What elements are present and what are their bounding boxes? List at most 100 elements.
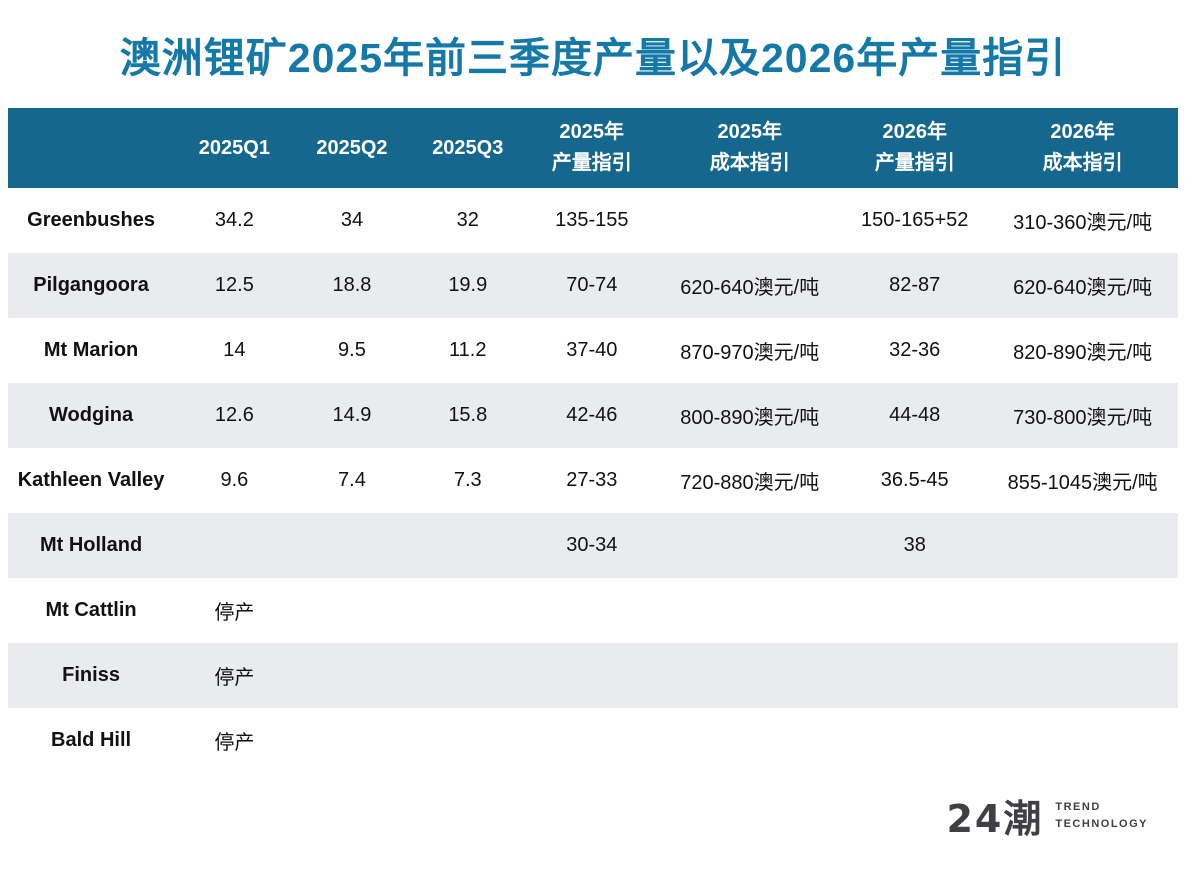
table-cell (657, 643, 842, 708)
table-row: Mt Holland 30-34 38 (8, 513, 1178, 578)
mine-name-label: Greenbushes (27, 209, 155, 231)
table-cell: 停产 (214, 667, 255, 689)
table-cell: 14.9 (332, 404, 372, 426)
header-line: 2026年 (1050, 121, 1115, 143)
table-cell (409, 643, 526, 708)
table-cell: 800-890澳元/吨 (680, 407, 820, 429)
header-line: 2025Q2 (316, 136, 388, 159)
table-cell (987, 643, 1178, 708)
table-cell: 14 (223, 339, 246, 361)
table-row: Mt Marion 14 9.5 11.2 37-40 870-970澳元/吨 … (8, 318, 1178, 383)
mine-name-label: Wodgina (49, 404, 134, 426)
header-line: 2025年 (559, 121, 625, 143)
table-header-row: 2025Q1 2025Q2 2025Q3 2025年 产量指引 2025年 (8, 108, 1178, 188)
column-header-mine (8, 108, 175, 188)
table-cell (657, 188, 842, 253)
table-cell (295, 643, 410, 708)
table-cell: 870-970澳元/吨 (680, 342, 820, 364)
mine-name-label: Kathleen Valley (17, 469, 165, 491)
table-cell: 停产 (214, 602, 255, 624)
table-cell: 19.9 (448, 274, 488, 296)
table-cell (295, 578, 410, 643)
table-cell: 70-74 (566, 274, 618, 296)
table-cell: 36.5-45 (880, 469, 949, 491)
table-cell: 停产 (214, 732, 255, 754)
table-cell: 82-87 (889, 274, 941, 296)
table-cell: 9.6 (220, 469, 249, 491)
footer-logo: 24潮 TREND TECHNOLOGY (946, 788, 1148, 843)
table-row: Mt Cattlin 停产 (8, 578, 1178, 643)
header-line: 产量指引 (551, 152, 632, 174)
header-line: 2025年 (717, 121, 782, 143)
table-row: Finiss 停产 (8, 643, 1178, 708)
table-cell (295, 708, 410, 773)
column-header-2025q1: 2025Q1 (174, 108, 295, 188)
table-cell (409, 513, 526, 578)
table-cell (987, 708, 1178, 773)
table-cell: 7.4 (338, 469, 366, 491)
table-cell: 15.8 (448, 404, 488, 426)
table-cell (526, 643, 657, 708)
table-row: Pilgangoora 12.5 18.8 19.9 70-74 620-640… (8, 253, 1178, 318)
table-cell: 730-800澳元/吨 (1013, 407, 1153, 429)
table-cell: 11.2 (449, 339, 487, 361)
table-cell (657, 513, 842, 578)
mine-name-label: Mt Marion (43, 339, 139, 361)
header-line: 2025Q3 (432, 136, 504, 159)
production-table: 2025Q1 2025Q2 2025Q3 2025年 产量指引 2025年 (8, 108, 1178, 773)
table-cell: 7.3 (453, 469, 482, 491)
mine-name-label: Mt Holland (39, 534, 143, 556)
table-cell: 44-48 (889, 404, 941, 426)
table-cell (526, 578, 657, 643)
column-header-2026-production-guidance: 2026年 产量指引 (842, 108, 988, 188)
table-cell: 9.5 (338, 339, 366, 361)
table-cell: 135-155 (555, 209, 629, 231)
tagline-line: TECHNOLOGY (1055, 817, 1148, 830)
brand-logo: 24潮 (946, 797, 1044, 841)
table-cell: 30-34 (566, 534, 618, 556)
table-row: Wodgina 12.6 14.9 15.8 42-46 800-890澳元/吨… (8, 383, 1178, 448)
column-header-2025q3: 2025Q3 (409, 108, 527, 188)
table-cell: 32-36 (889, 339, 941, 361)
table-cell (987, 578, 1178, 643)
table-cell: 12.6 (214, 404, 254, 426)
table-cell (987, 513, 1178, 578)
table-cell: 820-890澳元/吨 (1013, 342, 1153, 364)
mine-name-label: Bald Hill (51, 729, 132, 751)
table-cell (657, 708, 842, 773)
table-cell: 38 (903, 534, 926, 556)
table-cell: 37-40 (566, 339, 618, 361)
table-cell (526, 708, 657, 773)
tagline-line: TREND (1055, 801, 1101, 813)
table-cell: 150-165+52 (861, 209, 969, 231)
table-cell (657, 578, 842, 643)
header-line: 2025Q1 (198, 136, 270, 159)
column-header-2025q2: 2025Q2 (294, 108, 410, 188)
table-cell: 720-880澳元/吨 (680, 472, 820, 494)
table-cell: 42-46 (566, 404, 618, 426)
table-cell (842, 708, 987, 773)
column-header-2025-cost-guidance: 2025年 成本指引 (657, 108, 843, 188)
header-line: 2026年 (882, 121, 947, 143)
table-cell (174, 513, 295, 578)
table-cell: 18.8 (332, 274, 372, 296)
mine-name-label: Pilgangoora (33, 274, 149, 296)
table-row: Bald Hill 停产 (8, 708, 1178, 773)
table-cell (842, 643, 987, 708)
table-cell: 12.5 (214, 274, 254, 296)
column-header-2026-cost-guidance: 2026年 成本指引 (987, 108, 1178, 188)
table-cell (295, 513, 410, 578)
mine-name-label: Finiss (62, 664, 120, 686)
brand-tagline: TREND TECHNOLOGY (1055, 799, 1148, 832)
table-cell: 27-33 (566, 469, 618, 491)
column-header-2025-production-guidance: 2025年 产量指引 (526, 108, 658, 188)
table-cell (842, 578, 987, 643)
header-line: 产量指引 (874, 152, 955, 174)
mine-name-label: Mt Cattlin (45, 599, 137, 621)
table-cell: 310-360澳元/吨 (1013, 212, 1153, 234)
table-row: Kathleen Valley 9.6 7.4 7.3 27-33 720-88… (8, 448, 1178, 513)
table-cell: 620-640澳元/吨 (680, 277, 820, 299)
table-cell: 620-640澳元/吨 (1013, 277, 1153, 299)
header-line: 成本指引 (709, 152, 790, 174)
